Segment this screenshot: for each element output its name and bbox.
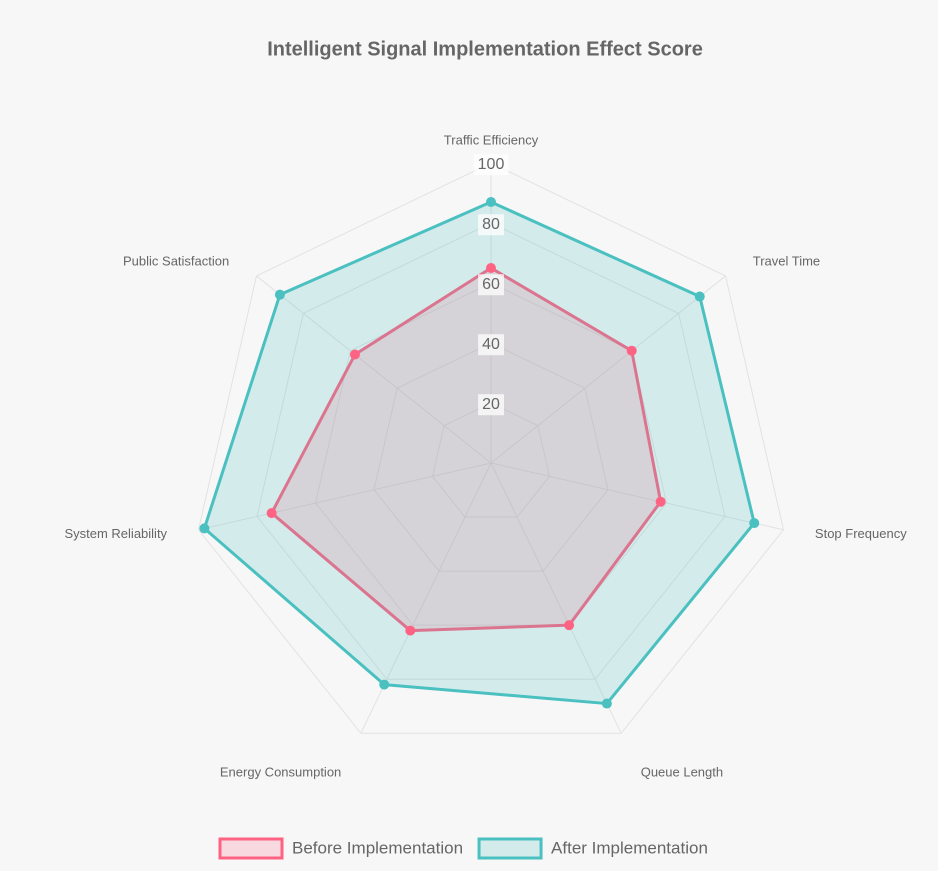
data-point xyxy=(274,289,285,300)
data-point xyxy=(266,508,277,519)
category-label: System Reliability xyxy=(64,526,167,541)
spoke xyxy=(490,462,622,734)
tick-label-backdrop xyxy=(478,334,504,356)
series-area xyxy=(202,200,756,706)
r-tick-label: 80 xyxy=(482,216,500,233)
grid-line xyxy=(197,162,785,734)
grid-line xyxy=(373,342,609,572)
legend-label: After Implementation xyxy=(551,838,708,857)
spoke xyxy=(490,275,726,464)
grid-line xyxy=(256,222,726,680)
data-point xyxy=(349,349,360,360)
data-point xyxy=(749,518,760,529)
data-point xyxy=(601,698,612,709)
tick-label-backdrop xyxy=(478,394,504,416)
data-point xyxy=(486,263,496,273)
r-tick-label: 40 xyxy=(482,336,500,353)
spoke xyxy=(198,462,492,531)
tick-label-backdrop xyxy=(473,154,509,176)
r-tick-label: 20 xyxy=(482,396,500,413)
category-label: Public Satisfaction xyxy=(123,254,229,269)
data-point xyxy=(694,291,705,302)
r-tick-label: 60 xyxy=(482,276,500,293)
data-point xyxy=(405,625,416,636)
data-point xyxy=(655,496,666,507)
data-point xyxy=(626,345,637,356)
data-point xyxy=(564,620,575,631)
category-label: Travel Time xyxy=(753,254,820,269)
legend-swatch xyxy=(218,837,284,860)
data-point xyxy=(486,197,496,207)
category-label: Energy Consumption xyxy=(220,765,341,780)
r-tick-label: 100 xyxy=(478,156,505,173)
chart-title: Intelligent Signal Implementation Effect… xyxy=(267,38,703,60)
category-label: Stop Frequency xyxy=(815,526,907,541)
legend-swatch xyxy=(477,837,543,860)
grid-line xyxy=(431,402,551,518)
spoke xyxy=(490,462,784,531)
category-label: Queue Length xyxy=(641,765,723,780)
data-point xyxy=(379,679,390,690)
tick-label-backdrop xyxy=(478,274,504,296)
series-area xyxy=(270,266,663,633)
tick-label-backdrop xyxy=(478,214,504,236)
category-label: Traffic Efficiency xyxy=(444,132,539,147)
data-point xyxy=(199,523,210,534)
legend: Before Implementation After Implementatio… xyxy=(218,837,708,860)
spoke xyxy=(256,275,492,464)
legend-label: Before Implementation xyxy=(292,838,463,857)
